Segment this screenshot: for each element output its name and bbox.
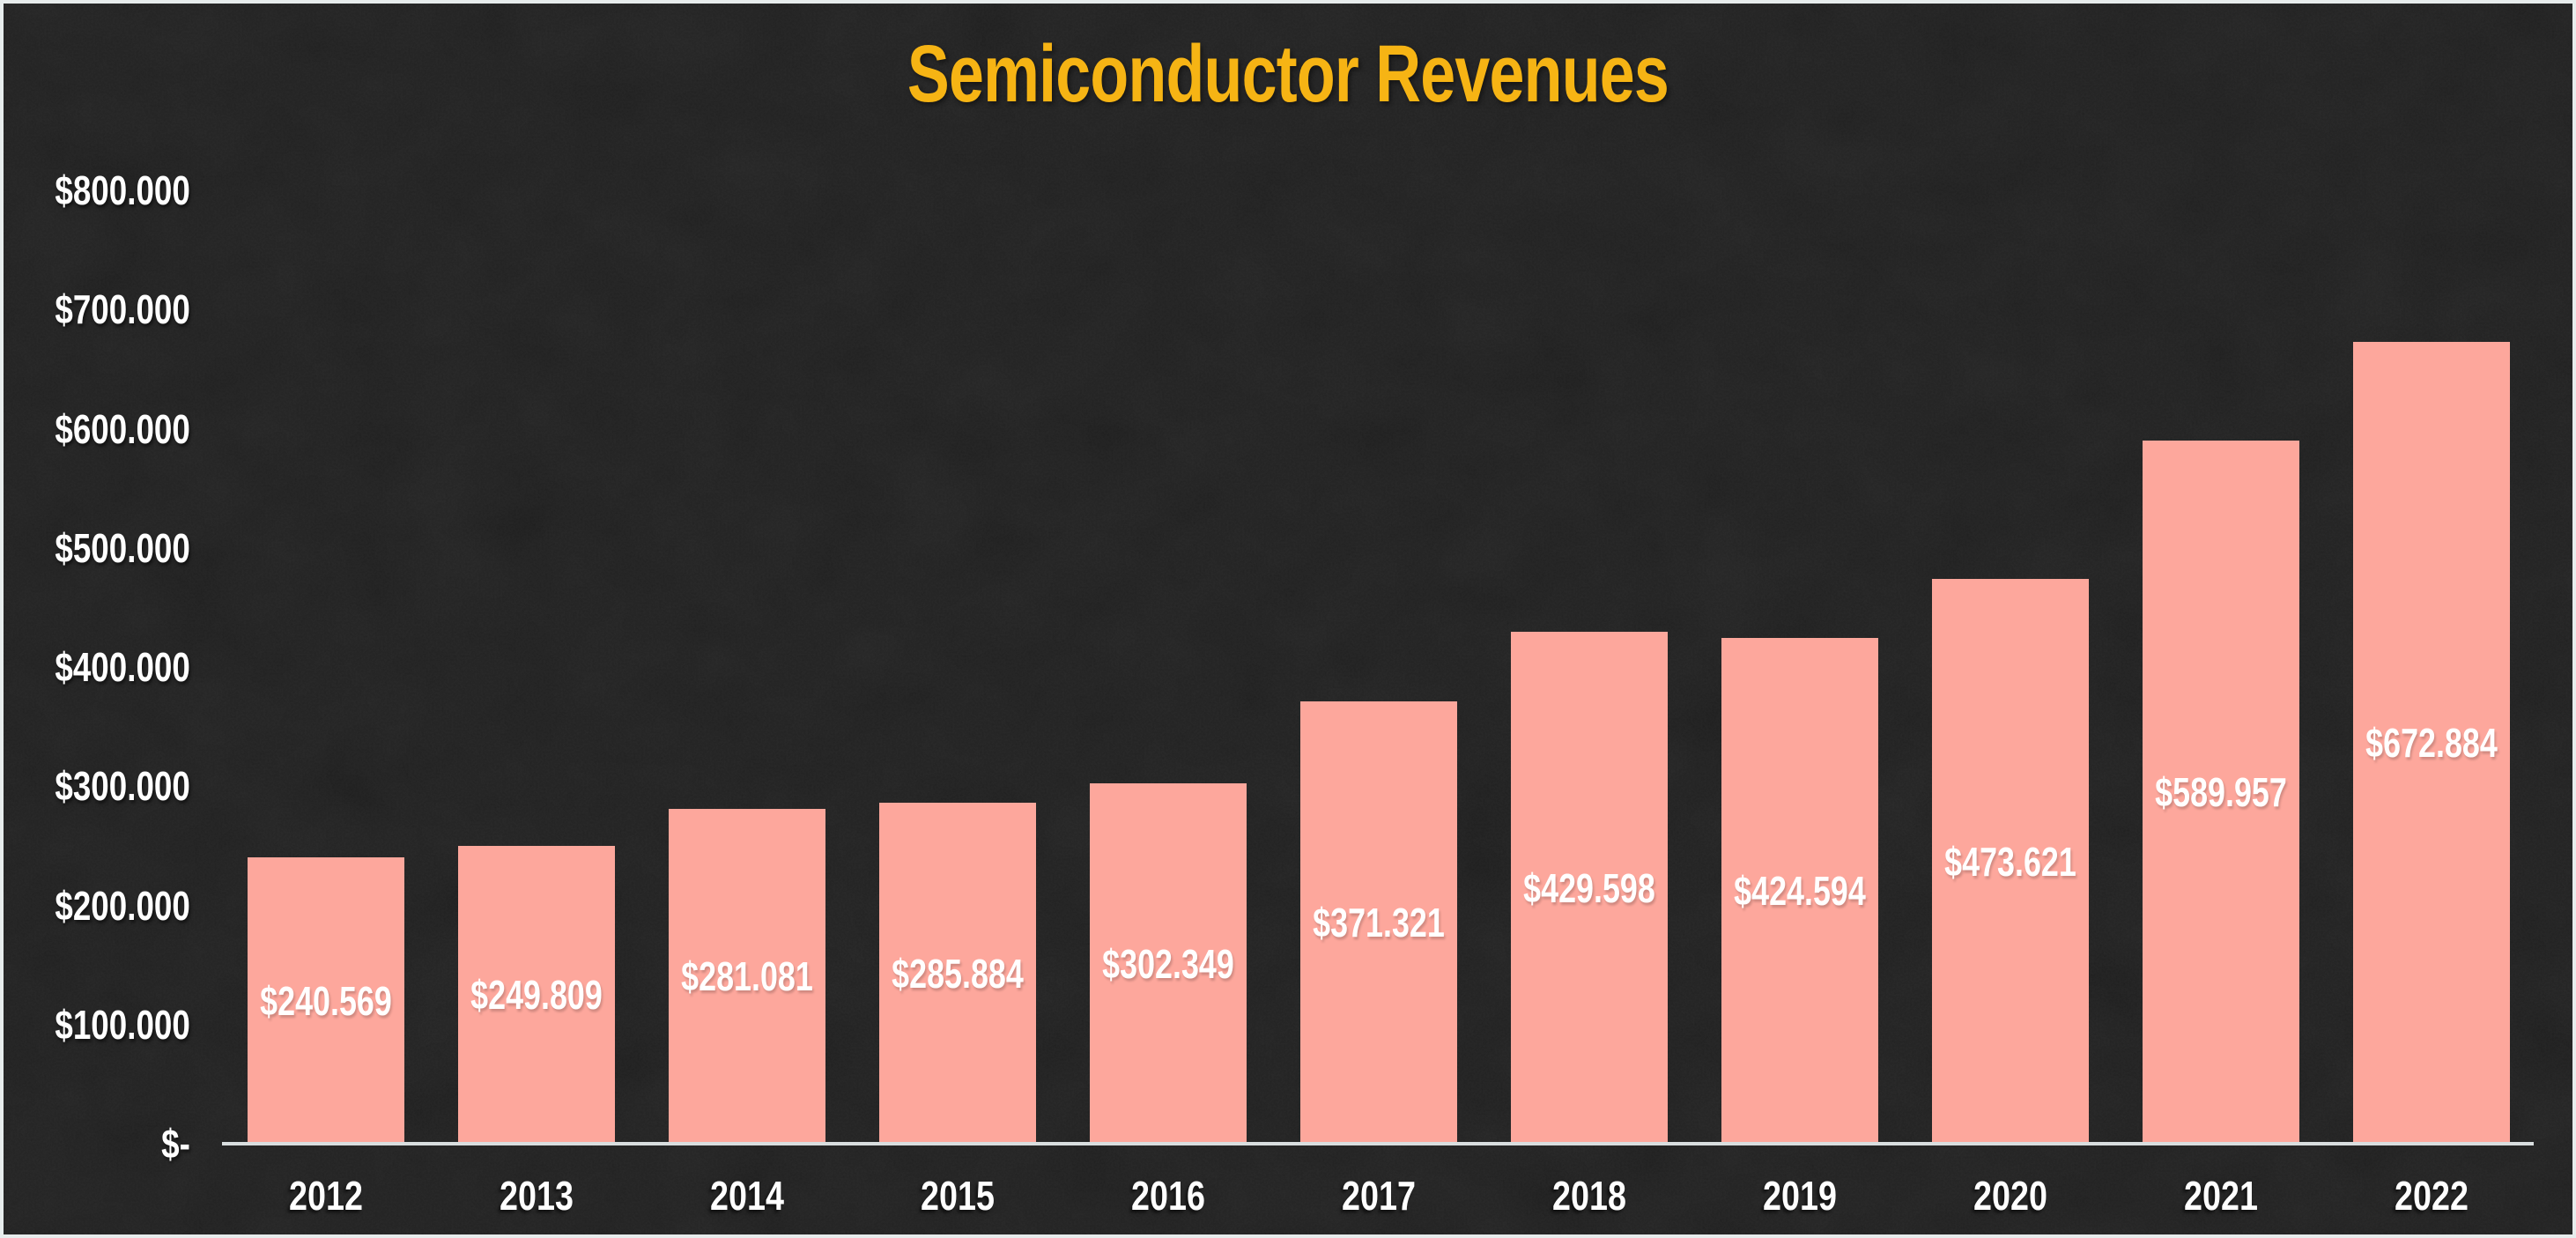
bar-2016: $302.349 2016: [1090, 783, 1247, 1219]
y-axis-tick-label: $400.000: [55, 644, 191, 690]
bar-2022: $672.884 2022: [2353, 342, 2510, 1219]
x-axis-year-label: 2012: [289, 1173, 363, 1219]
bar-value-label: $371.321: [1313, 900, 1445, 945]
bar-value-label: $302.349: [1102, 940, 1234, 987]
x-axis-year-label: 2021: [2184, 1173, 2258, 1219]
bar-value-label: $240.569: [260, 977, 392, 1024]
x-axis-year-label: 2018: [1552, 1173, 1626, 1219]
bar-value-label: $672.884: [2365, 720, 2498, 766]
bar-value-label: $424.594: [1734, 868, 1866, 914]
bar-value-label: $285.884: [892, 950, 1024, 997]
bar-2017: $371.321 2017: [1300, 701, 1457, 1219]
bar-value-label: $473.621: [1944, 838, 2076, 885]
bar-value-label: $589.957: [2155, 769, 2287, 815]
x-axis-baseline: [222, 1142, 2534, 1145]
y-axis-tick-label: $600.000: [55, 405, 191, 452]
x-axis-year-label: 2017: [1342, 1173, 1416, 1219]
y-axis-tick-label: $-: [161, 1121, 190, 1167]
y-axis-tick-label: $200.000: [55, 882, 191, 929]
y-axis-tick-label: $100.000: [55, 1001, 191, 1048]
bar-2015: $285.884 2015: [879, 803, 1036, 1219]
y-axis-tick-label: $300.000: [55, 763, 191, 810]
plot-area: $240.569 2012 $249.809 2013 $281.081 2014 $285…: [248, 190, 2510, 1219]
x-axis-year-label: 2013: [500, 1173, 574, 1219]
bar-2013: $249.809 2013: [458, 846, 615, 1219]
x-axis-year-label: 2014: [710, 1173, 784, 1219]
bar-value-label: $429.598: [1523, 864, 1655, 911]
bar-value-label: $281.081: [681, 953, 813, 999]
y-axis-tick-label: $800.000: [55, 167, 191, 213]
bar-2020: $473.621 2020: [1932, 579, 2089, 1219]
y-axis-tick-label: $500.000: [55, 524, 191, 571]
chart-title: Semiconductor Revenues: [4, 28, 2572, 121]
bar-2019: $424.594 2019: [1721, 638, 1878, 1219]
chart-title-text: Semiconductor Revenues: [907, 29, 1669, 119]
bar-2021: $589.957 2021: [2143, 441, 2299, 1219]
y-axis-tick-label: $700.000: [55, 286, 191, 333]
bar-2012: $240.569 2012: [248, 857, 404, 1219]
bar-value-label: $249.809: [470, 972, 603, 1018]
x-axis-year-label: 2020: [1973, 1173, 2047, 1219]
bar-2014: $281.081 2014: [669, 809, 825, 1219]
x-axis-year-label: 2016: [1131, 1173, 1205, 1219]
x-axis-year-label: 2015: [921, 1173, 995, 1219]
x-axis-year-label: 2022: [2395, 1173, 2469, 1219]
y-axis: $800.000 $700.000 $600.000 $500.000 $400.000…: [4, 4, 196, 1234]
x-axis-year-label: 2019: [1763, 1173, 1837, 1219]
bar-2018: $429.598 2018: [1511, 632, 1668, 1219]
